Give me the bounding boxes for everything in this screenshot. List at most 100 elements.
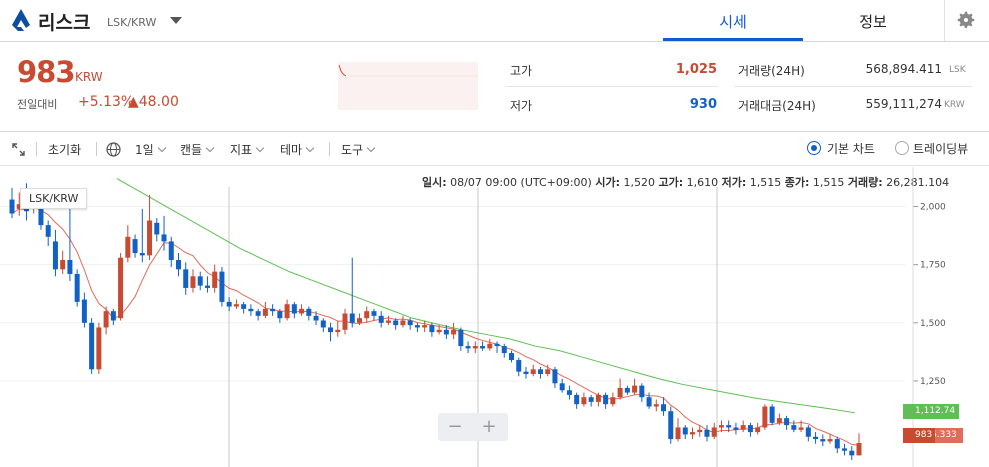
ohlc-volume-label: 거래량:: [847, 176, 883, 189]
candle-body: [566, 390, 572, 395]
globe-icon[interactable]: [106, 142, 121, 157]
candle-body: [364, 311, 370, 319]
candle-body: [675, 427, 681, 440]
divider: [329, 142, 330, 156]
y-tick-label: 2,000: [920, 203, 946, 213]
tab-info[interactable]: 정보: [859, 13, 887, 31]
candle-body: [784, 418, 790, 426]
zoom-out-button[interactable]: −: [447, 416, 463, 437]
coin-pair[interactable]: LSK/KRW: [107, 16, 157, 29]
candle-body: [328, 327, 334, 333]
divider: [944, 0, 945, 41]
expand-icon[interactable]: [12, 143, 25, 156]
indicator-select[interactable]: 지표: [230, 141, 265, 158]
ohlc-high-label: 고가:: [658, 176, 684, 189]
candle-body: [574, 394, 580, 405]
ma-short-line: [11, 205, 860, 446]
candle-body: [639, 385, 645, 398]
amount-unit: KRW: [944, 100, 965, 110]
basic-chart-radio[interactable]: [807, 141, 821, 155]
y-tick-label: 1,750: [920, 261, 946, 271]
high-label: 고가: [510, 64, 533, 78]
y-tick-label: 1,500: [920, 319, 946, 329]
candle-body: [197, 276, 203, 286]
tradingview-label[interactable]: 트레이딩뷰: [913, 142, 969, 156]
candle-body: [480, 346, 486, 349]
divider: [36, 142, 37, 156]
candle-body: [545, 369, 551, 374]
candle-body: [291, 304, 297, 314]
change-rate: +5.13%: [78, 94, 135, 110]
candle-body: [443, 329, 449, 335]
candle-body: [697, 429, 703, 433]
candle-body: [509, 353, 515, 361]
candle-body: [682, 427, 688, 435]
coin-name[interactable]: 리스크: [38, 12, 91, 34]
candle-body: [559, 383, 565, 391]
candle-body: [624, 387, 630, 393]
tab-quote[interactable]: 시세: [719, 13, 747, 31]
last-price-tag: 983: [903, 428, 935, 443]
zoom-in-button[interactable]: +: [481, 416, 497, 437]
candle-body: [661, 404, 667, 412]
candle-body: [762, 406, 768, 428]
candle-body: [487, 343, 493, 349]
zoom-controls: − +: [438, 413, 508, 441]
tools-select[interactable]: 도구: [341, 141, 376, 158]
chart-type-select[interactable]: 캔들: [180, 141, 215, 158]
ohlc-high-value: 1,610: [686, 176, 719, 189]
candle-body: [168, 241, 174, 261]
candle-body: [407, 320, 413, 326]
candle-body: [516, 360, 522, 372]
basic-chart-label[interactable]: 기본 차트: [827, 142, 875, 156]
ohlc-info-bar: 일시: 08/07 09:00 (UTC+09:00) 시가: 1,520 고가…: [422, 174, 949, 190]
candle-body: [52, 241, 58, 270]
candle-body: [299, 308, 305, 314]
candle-body: [436, 329, 442, 333]
tradingview-radio[interactable]: [895, 141, 909, 155]
interval-select[interactable]: 1일: [135, 141, 166, 158]
candle-body: [400, 320, 406, 326]
candle-body: [38, 199, 44, 226]
candle-body: [118, 257, 124, 319]
change-label: 전일대비: [17, 98, 58, 111]
indicator-label: 지표: [230, 143, 253, 157]
candle-body: [81, 299, 87, 323]
candle-body: [595, 394, 601, 402]
volume-unit: LSK: [949, 65, 966, 75]
candle-body: [248, 308, 254, 312]
candle-body: [494, 343, 500, 347]
chart-symbol-label: LSK/KRW: [20, 188, 88, 209]
coin-dropdown-icon[interactable]: [170, 17, 182, 24]
ohlc-low-value: 1,515: [749, 176, 782, 189]
ohlc-volume-value: 26,281.104: [886, 176, 950, 189]
candle-body: [465, 346, 471, 349]
reset-button[interactable]: 초기화: [48, 143, 82, 157]
candlestick-chart[interactable]: 2,000 1,750 1,500 1,250: [0, 167, 989, 467]
ohlc-close-value: 1,515: [812, 176, 845, 189]
ohlc-date-value: 08/07 09:00 (UTC+09:00): [450, 176, 592, 189]
candle-body: [356, 318, 362, 323]
candle-body: [820, 439, 826, 442]
candle-body: [183, 269, 189, 288]
candle-body: [96, 327, 102, 370]
current-price: 983: [17, 55, 76, 89]
candle-body: [306, 308, 312, 316]
ma-long-line: [116, 178, 856, 414]
candle-body: [791, 425, 797, 430]
candle-body: [233, 304, 239, 307]
candle-body: [176, 260, 182, 270]
gear-icon[interactable]: [955, 9, 977, 31]
theme-select[interactable]: 테마: [280, 141, 315, 158]
candle-body: [161, 234, 167, 242]
candle-body: [204, 285, 210, 288]
candle-body: [726, 425, 732, 428]
tab-active-indicator: [663, 38, 803, 41]
candle-body: [103, 311, 109, 328]
candle-body: [581, 397, 587, 405]
candle-body: [458, 329, 464, 347]
chevron-down-icon: [157, 143, 166, 153]
candle-body: [262, 308, 268, 316]
candle-body: [813, 436, 819, 440]
candle-body: [610, 397, 616, 405]
